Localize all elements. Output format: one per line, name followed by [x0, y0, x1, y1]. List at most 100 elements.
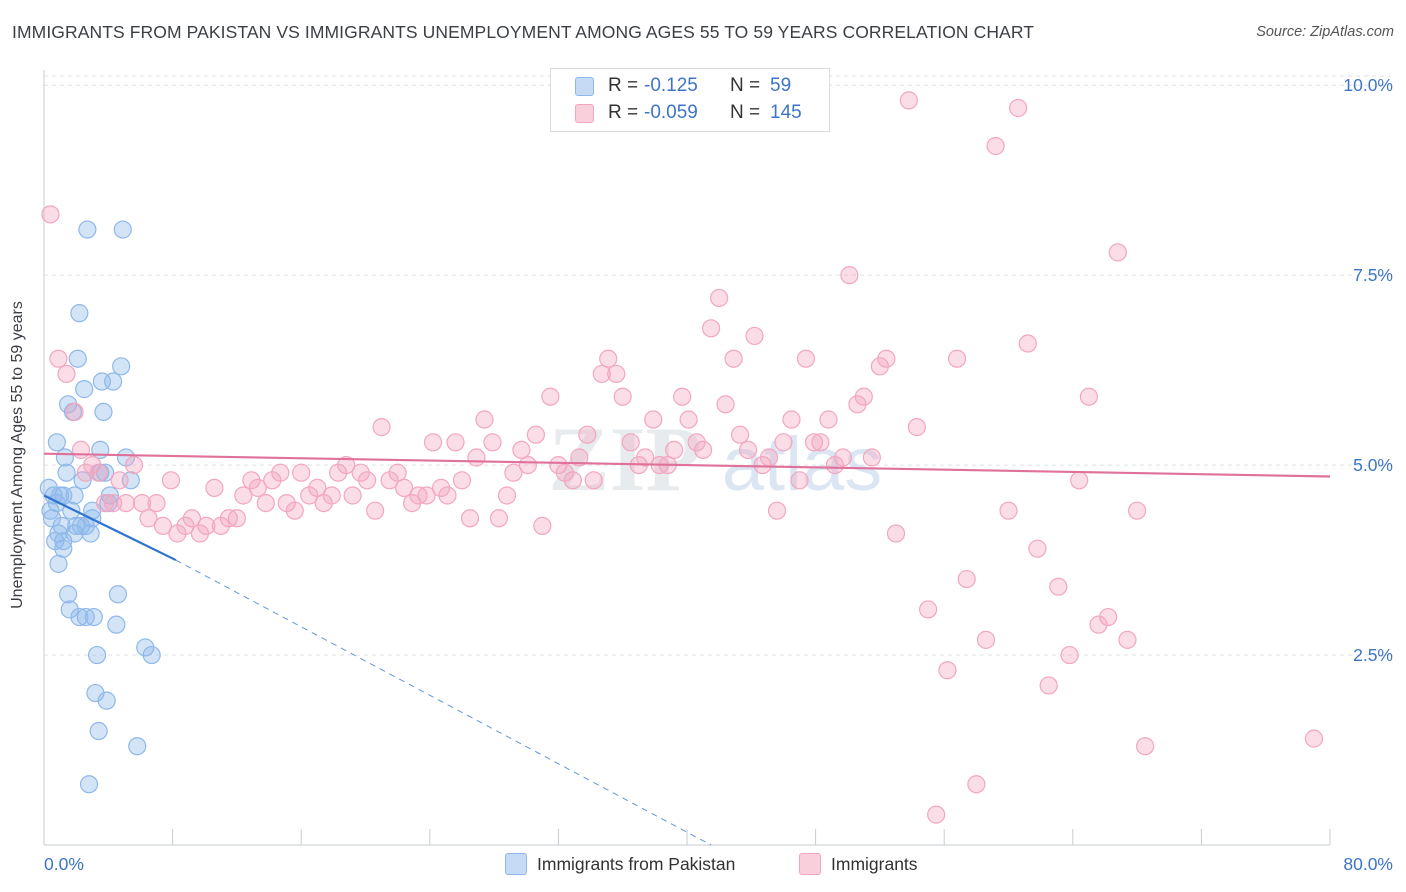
- point-immigrants: [1136, 737, 1155, 756]
- point-immigrants: [139, 509, 158, 528]
- gridlines: [44, 75, 1390, 656]
- trend-line-pakistan-extension: [175, 559, 712, 846]
- point-immigrants: [358, 471, 377, 490]
- point-immigrants: [1079, 387, 1098, 406]
- point-immigrants: [999, 501, 1018, 520]
- point-immigrants: [862, 448, 881, 467]
- bottom-legend-immigrants: Immigrants: [799, 852, 918, 876]
- bottom-legend-pakistan: Immigrants from Pakistan: [505, 852, 735, 876]
- point-pakistan: [41, 501, 60, 520]
- point-immigrants: [417, 486, 436, 505]
- point-immigrants: [1108, 243, 1127, 262]
- bottom-legend-label: Immigrants from Pakistan: [537, 853, 736, 874]
- point-immigrants: [877, 349, 896, 368]
- data-points: [39, 91, 1324, 824]
- point-pakistan: [94, 402, 113, 422]
- point-immigrants: [308, 478, 327, 497]
- point-immigrants: [1039, 676, 1058, 695]
- point-immigrants: [599, 349, 618, 368]
- point-immigrants: [337, 455, 356, 475]
- point-pakistan: [79, 775, 99, 794]
- point-immigrants: [833, 448, 853, 467]
- point-immigrants: [644, 410, 663, 429]
- point-immigrants: [1127, 501, 1147, 520]
- point-immigrants: [613, 387, 632, 406]
- point-immigrants: [190, 524, 210, 543]
- point-immigrants: [49, 349, 68, 368]
- point-immigrants: [636, 448, 655, 467]
- y-tick-label: 10.0%: [1343, 75, 1393, 95]
- point-immigrants: [886, 524, 906, 543]
- legend-n-label: N =: [730, 75, 761, 96]
- point-immigrants: [161, 471, 181, 490]
- point-immigrants: [687, 433, 706, 452]
- point-immigrants: [976, 630, 996, 649]
- point-pakistan: [47, 433, 66, 452]
- point-immigrants: [665, 440, 684, 460]
- point-immigrants: [110, 471, 129, 490]
- point-pakistan: [128, 737, 147, 756]
- point-pakistan: [84, 607, 103, 627]
- point-immigrants: [372, 418, 391, 437]
- point-pakistan: [68, 349, 87, 368]
- point-immigrants: [1060, 645, 1079, 665]
- point-immigrants: [967, 775, 986, 794]
- point-immigrants: [541, 387, 560, 406]
- point-immigrants: [271, 463, 290, 482]
- point-immigrants: [584, 471, 603, 490]
- point-immigrants: [724, 349, 743, 368]
- point-immigrants: [483, 433, 502, 452]
- point-immigrants: [947, 349, 967, 368]
- point-pakistan: [65, 486, 84, 505]
- point-immigrants: [621, 433, 640, 452]
- legend-swatch-blue: [575, 76, 594, 96]
- point-immigrants: [1009, 98, 1028, 118]
- point-immigrants: [147, 493, 166, 513]
- point-immigrants: [292, 463, 311, 482]
- point-pakistan: [49, 524, 68, 543]
- point-pakistan: [112, 357, 131, 376]
- point-immigrants: [242, 471, 261, 490]
- point-immigrants: [774, 433, 793, 452]
- point-immigrants: [549, 455, 568, 475]
- legend-n-label: N =: [730, 102, 761, 123]
- point-immigrants: [475, 410, 494, 429]
- point-immigrants: [927, 805, 946, 824]
- point-immigrants: [460, 509, 480, 528]
- legend-r-label: R =: [608, 102, 639, 123]
- point-pakistan: [107, 615, 126, 634]
- legend-row-pakistan: R = -0.125 N = 59: [575, 74, 791, 98]
- legend-r-value: -0.059: [644, 102, 698, 123]
- point-immigrants: [730, 425, 750, 444]
- point-immigrants: [1089, 615, 1108, 634]
- source-credit: Source: ZipAtlas.com: [1256, 24, 1394, 40]
- point-pakistan: [87, 645, 107, 665]
- point-immigrants: [41, 205, 60, 224]
- point-pakistan: [97, 691, 116, 710]
- point-immigrants: [811, 433, 830, 452]
- legend-swatch-pink: [575, 103, 594, 123]
- point-pakistan: [78, 220, 97, 239]
- point-immigrants: [1028, 539, 1047, 558]
- point-immigrants: [804, 433, 824, 452]
- x-tick-label: 80.0%: [1343, 854, 1393, 874]
- point-immigrants: [1099, 607, 1118, 627]
- point-immigrants: [592, 364, 611, 384]
- point-pakistan: [142, 645, 161, 665]
- point-immigrants: [578, 425, 597, 444]
- trend-lines: [43, 452, 1331, 846]
- point-immigrants: [423, 433, 443, 452]
- point-immigrants: [205, 478, 224, 497]
- point-immigrants: [819, 410, 838, 429]
- point-pakistan: [104, 372, 123, 391]
- tick-labels: 2.5% 5.0% 7.5% 10.0% 0.0% 80.0%: [44, 75, 1393, 874]
- point-immigrants: [870, 357, 890, 376]
- point-immigrants: [153, 516, 173, 535]
- x-tick-label: 0.0%: [44, 854, 84, 874]
- point-immigrants: [446, 433, 465, 452]
- point-immigrants: [512, 440, 531, 460]
- watermark-zip: ZIP: [548, 408, 701, 510]
- point-immigrants: [693, 440, 713, 460]
- point-immigrants: [854, 387, 873, 406]
- point-immigrants: [1118, 630, 1137, 649]
